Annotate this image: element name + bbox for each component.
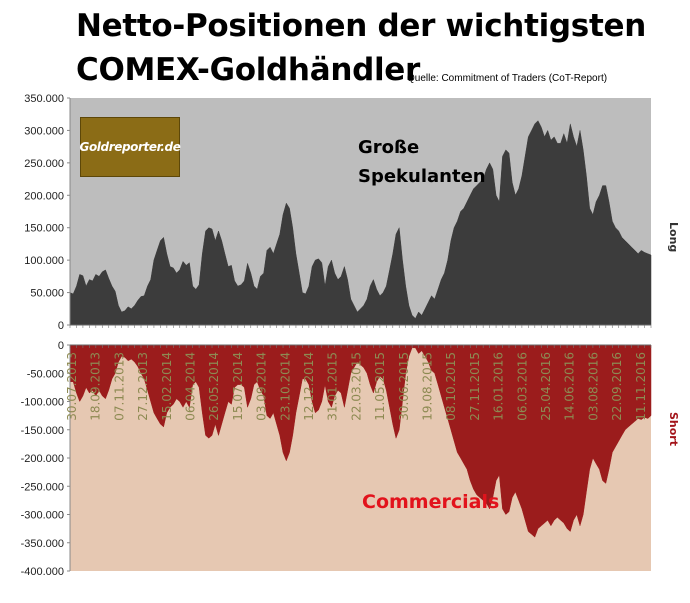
y-tick-label: 350.000 — [24, 93, 64, 105]
x-tick-label: 07.11.2013 — [112, 352, 126, 421]
x-tick-label: 12.12.2014 — [302, 352, 316, 421]
x-tick-label: 31.01.2015 — [326, 352, 340, 421]
y-tick-label: -50.000 — [27, 368, 64, 380]
x-tick-label: 30.06.2015 — [397, 352, 411, 421]
x-tick-label: 15.07.2014 — [231, 352, 245, 421]
series-area-short — [69, 344, 652, 538]
x-tick-label: 14.06.2016 — [563, 352, 577, 421]
y-tick-label: -200.000 — [21, 453, 64, 465]
x-tick-label: 26.05.2014 — [207, 352, 221, 421]
y-tick-label: -150.000 — [21, 425, 64, 437]
series-area-long — [69, 120, 652, 326]
short-panel: 0 -50.000 -100.000 -150.000 -200.000 -250.000… — [21, 340, 652, 578]
y-tick-label: 250.000 — [24, 158, 64, 170]
y-tick-label: -250.000 — [21, 481, 64, 493]
logo-text: Goldreporter.de — [79, 140, 181, 154]
y-tick-label: 200.000 — [24, 190, 64, 202]
x-tick-label: 15.02.2014 — [160, 352, 174, 421]
x-tick-label: 23.10.2014 — [278, 352, 292, 421]
y-tick-label: -400.000 — [21, 566, 64, 578]
chart-title-line1: Netto-Positionen der wichtigsten — [76, 8, 646, 44]
x-tick-label: 18.09.2013 — [89, 352, 103, 421]
x-tick-label: 03.09.2014 — [255, 352, 269, 421]
y-tick-label: 0 — [58, 320, 64, 332]
chart-title-line2: COMEX-Goldhändler — [76, 52, 421, 88]
goldreporter-logo: Goldreporter.de — [79, 117, 181, 177]
x-tick-label: 22.09.2016 — [610, 352, 624, 421]
x-tick-label: 11.11.2016 — [634, 352, 648, 421]
y-tick-label: 0 — [58, 340, 64, 352]
x-tick-label: 06.03.2016 — [515, 352, 529, 421]
side-label-short: Short — [667, 412, 680, 446]
long-series-label-line2: Spekulanten — [358, 166, 486, 187]
y-tick-label: 100.000 — [24, 255, 64, 267]
y-tick-label: -300.000 — [21, 510, 64, 522]
short-series-label: Commercials — [362, 491, 500, 513]
y-tick-label: 300.000 — [24, 125, 64, 137]
x-tick-label: 30.07.2013 — [65, 352, 79, 421]
x-tick-label: 06.04.2014 — [184, 352, 198, 421]
y-tick-label: -350.000 — [21, 538, 64, 550]
x-tick-label: 08.10.2015 — [444, 352, 458, 421]
long-series-label-line1: Große — [358, 137, 420, 158]
source-note: Quelle: Commitment of Traders (CoT-Repor… — [407, 73, 608, 84]
x-tick-label: 11.05.2015 — [373, 352, 387, 421]
x-tick-label: 27.11.2015 — [468, 352, 482, 421]
x-tick-label: 19.08.2015 — [421, 352, 435, 421]
y-tick-label: 50.000 — [30, 288, 64, 300]
y-tick-label: 150.000 — [24, 223, 64, 235]
x-tick-label: 16.01.2016 — [492, 352, 506, 421]
x-tick-label: 25.04.2016 — [539, 352, 553, 421]
x-tick-label: 03.08.2016 — [586, 352, 600, 421]
x-tick-label: 22.03.2015 — [349, 352, 363, 421]
y-tick-label: -100.000 — [21, 397, 64, 409]
x-tick-label: 27.12.2013 — [136, 352, 150, 421]
side-label-long: Long — [667, 222, 680, 253]
